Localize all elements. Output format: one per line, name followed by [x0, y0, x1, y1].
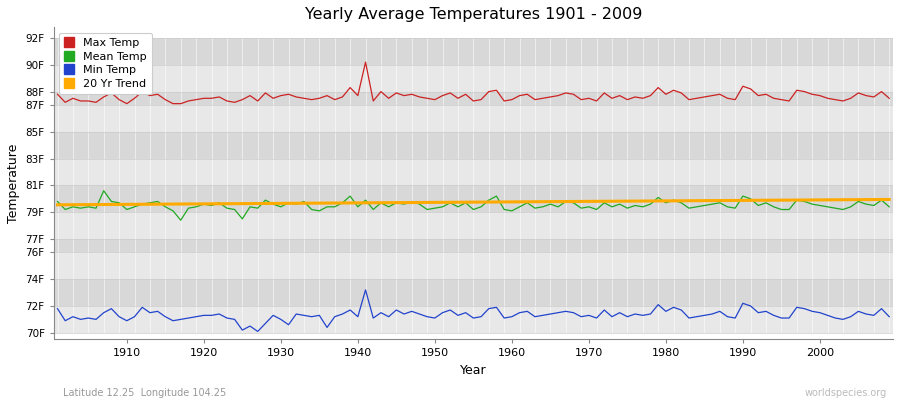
Bar: [54, 158, 893, 185]
Text: Latitude 12.25  Longitude 104.25: Latitude 12.25 Longitude 104.25: [63, 388, 226, 398]
Bar: [54, 105, 893, 132]
Bar: [54, 252, 893, 279]
Bar: [54, 306, 893, 333]
Bar: [54, 212, 893, 239]
Bar: [54, 92, 893, 105]
Legend: Max Temp, Mean Temp, Min Temp, 20 Yr Trend: Max Temp, Mean Temp, Min Temp, 20 Yr Tre…: [59, 33, 152, 94]
Bar: [54, 65, 893, 92]
Y-axis label: Temperature: Temperature: [7, 144, 20, 223]
Text: worldspecies.org: worldspecies.org: [805, 388, 886, 398]
Bar: [54, 132, 893, 158]
Bar: [54, 38, 893, 65]
Bar: [54, 239, 893, 252]
Bar: [54, 185, 893, 212]
Title: Yearly Average Temperatures 1901 - 2009: Yearly Average Temperatures 1901 - 2009: [305, 7, 642, 22]
X-axis label: Year: Year: [460, 364, 487, 377]
Bar: [54, 279, 893, 306]
